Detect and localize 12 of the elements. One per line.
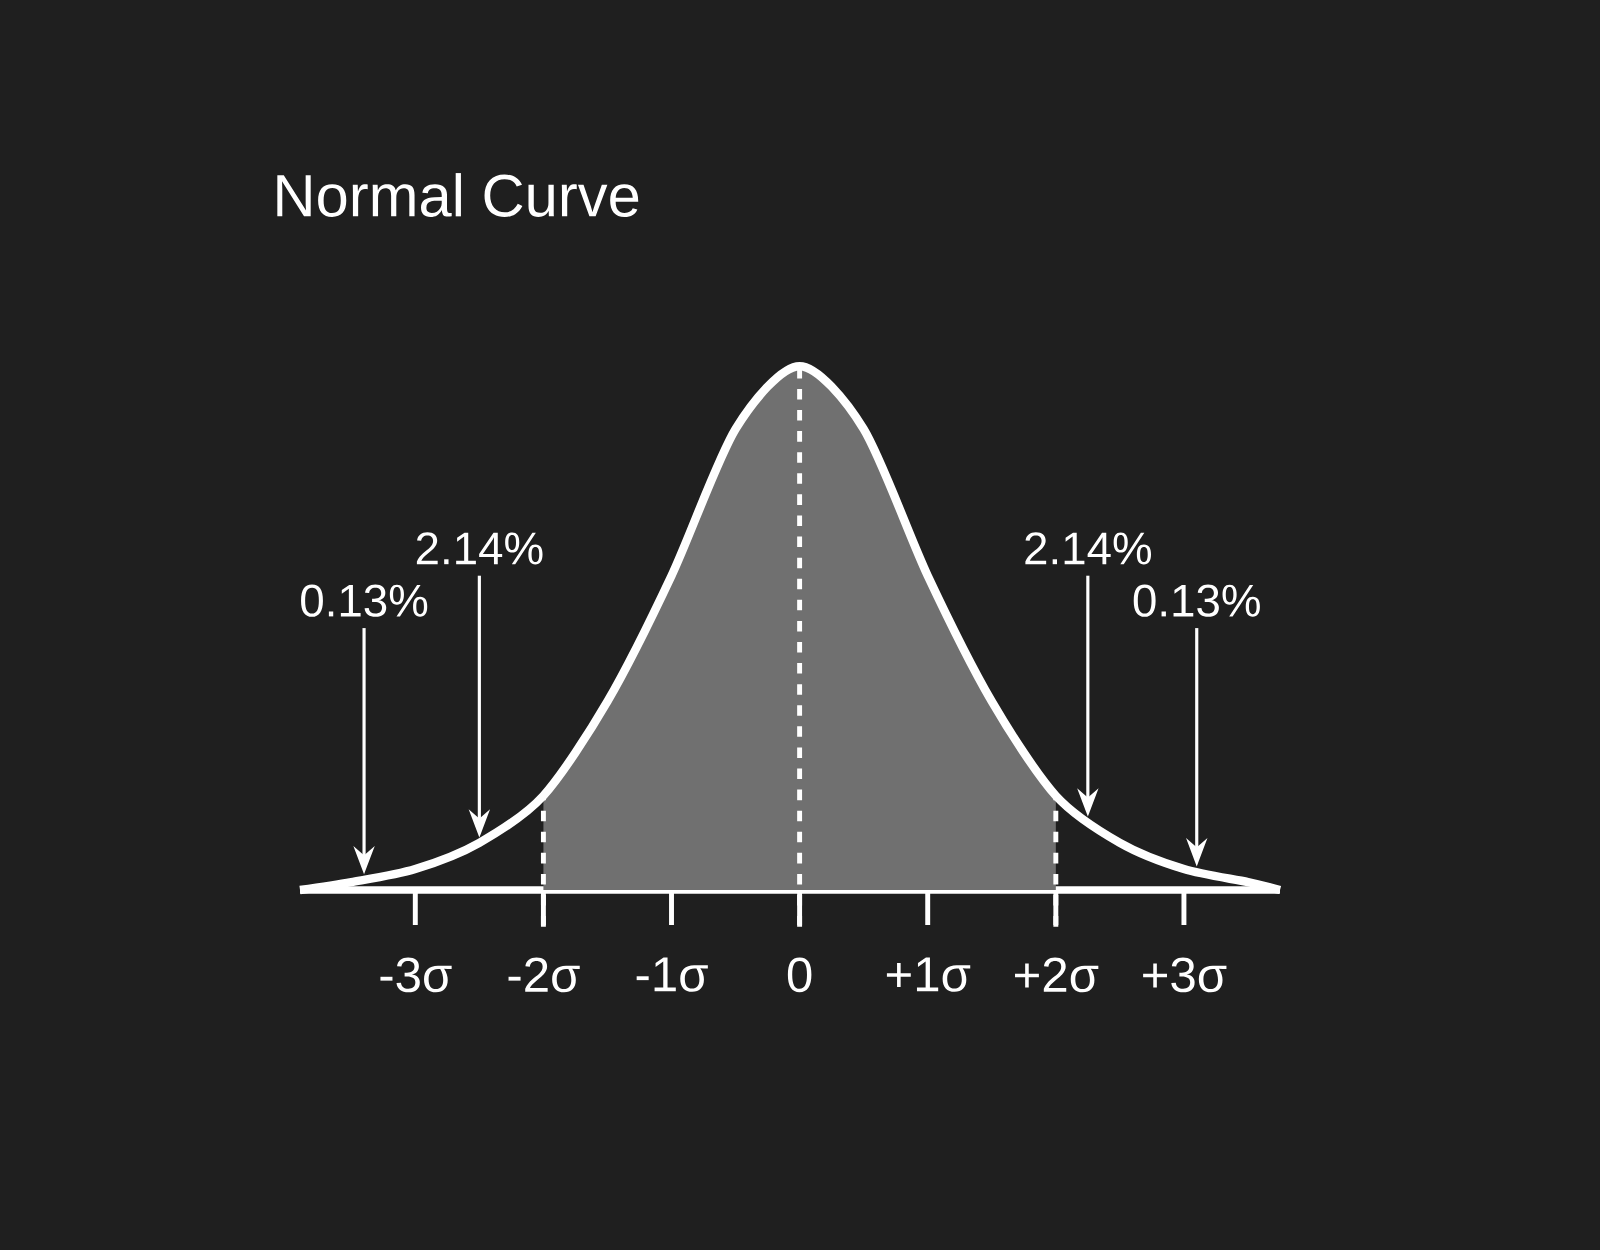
annotation: 0.13% — [1133, 584, 1260, 617]
annotation: 0.13% — [301, 584, 428, 617]
x-tick-label: +3σ — [1143, 957, 1227, 993]
x-tick-label: +1σ — [886, 957, 971, 992]
x-tick-label: -3σ — [380, 957, 452, 993]
annotation: 2.14% — [1025, 532, 1152, 565]
x-tick-label: +2σ — [1015, 957, 1099, 993]
x-tick-label: -2σ — [508, 957, 580, 993]
annotation: 2.14% — [416, 532, 543, 565]
chart-title: Normal Curve — [277, 173, 639, 217]
x-tick-label: -1σ — [636, 957, 708, 992]
x-tick-label: 0 — [787, 957, 812, 993]
